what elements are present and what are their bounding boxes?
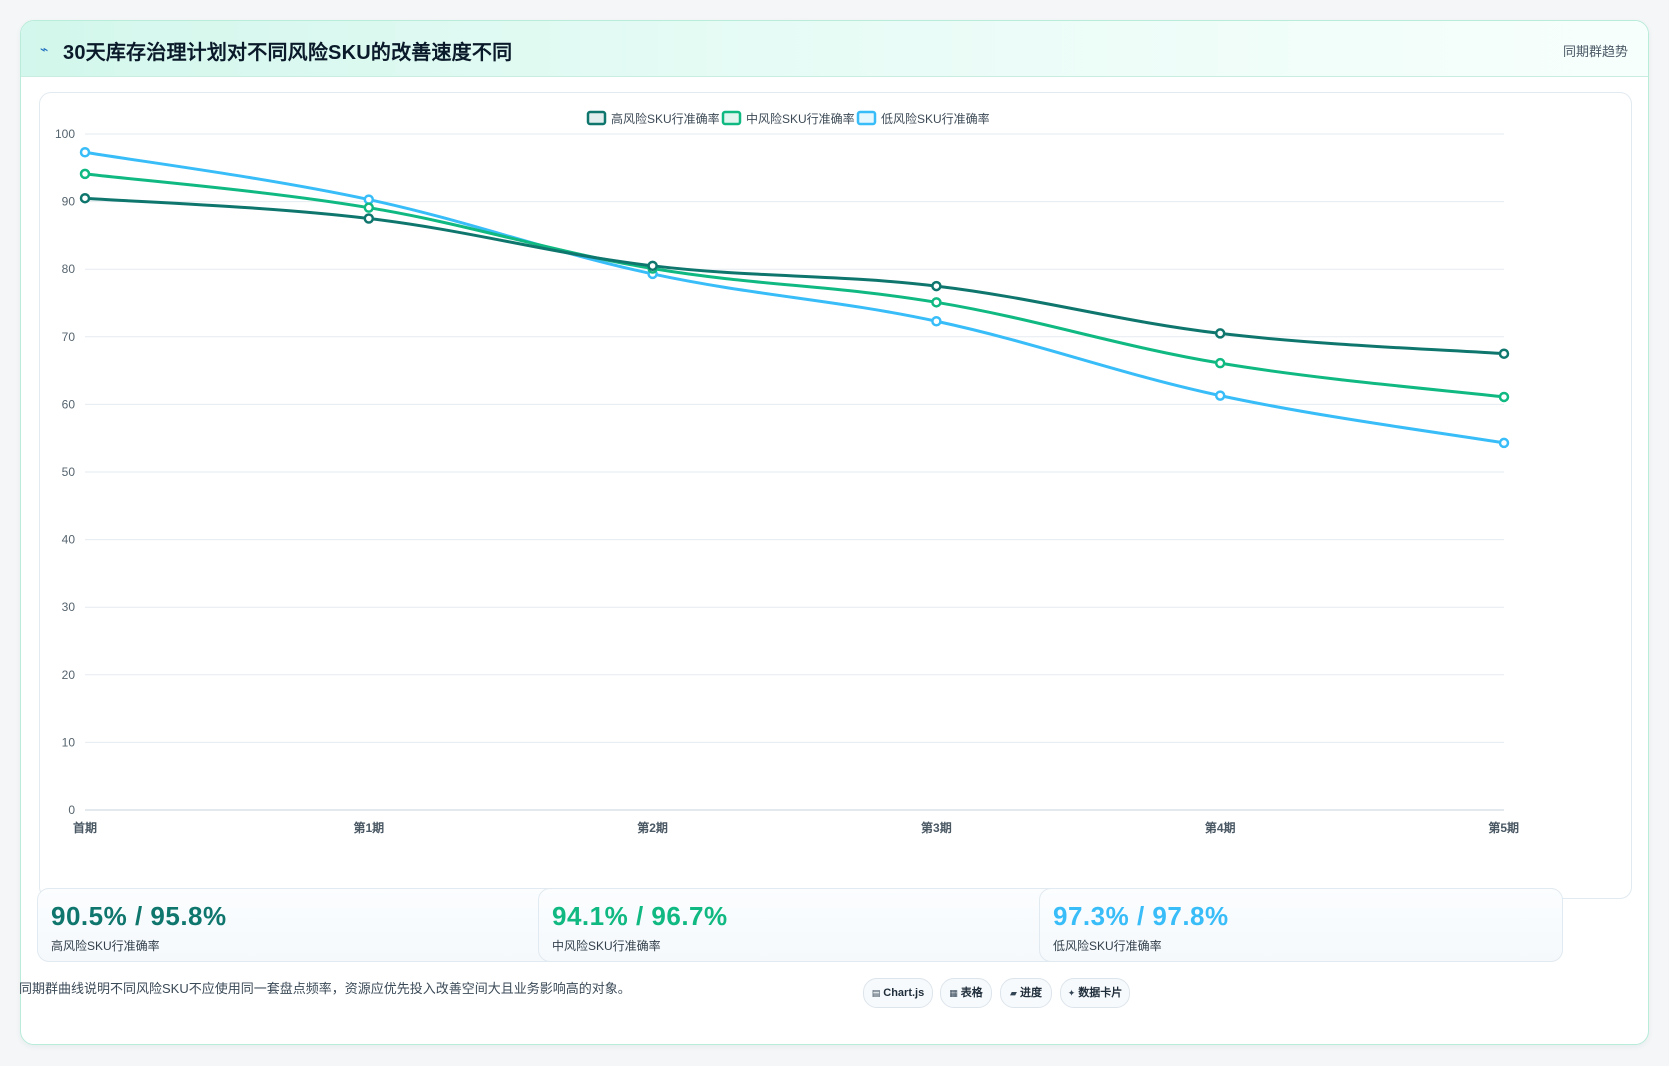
stat-card-low: 97.3% / 97.8% 低风险SKU行准确率 [1039,888,1563,962]
x-tick-label: 首期 [73,820,97,835]
y-tick-label: 10 [62,735,76,749]
data-point [79,147,91,158]
chip-label: 表格 [960,987,983,999]
data-point [363,202,375,213]
chip-table[interactable]: ▦ 表格 [940,978,992,1008]
data-point [931,280,942,292]
legend-swatch [856,110,877,126]
series-line [84,196,1505,356]
y-tick-label: 90 [62,195,76,209]
data-point [363,213,375,224]
header-tag: 同期群趋势 [1562,44,1628,59]
table-icon: ▦ [949,988,958,998]
data-point [1214,390,1226,401]
data-point [931,297,942,308]
x-tick-label: 第4期 [1205,820,1236,835]
stat-label: 高风险SKU行准确率 [51,939,160,953]
y-tick-label: 40 [62,533,76,547]
legend-label: 低风险SKU行准确率 [881,111,990,126]
stat-value: 97.3% / 97.8% [1053,901,1229,931]
chip-chartjs[interactable]: ▤ Chart.js [863,978,933,1008]
stat-value: 94.1% / 96.7% [552,901,728,931]
chart-icon: ▤ [871,988,881,998]
stat-card-medium: 94.1% / 96.7% 中风险SKU行准确率 [538,888,1062,962]
y-tick-label: 70 [62,330,76,344]
y-tick-label: 60 [62,397,76,411]
legend-swatch [586,110,607,126]
y-tick-label: 30 [62,600,76,614]
y-tick-label: 100 [55,127,75,141]
page-title: 30天库存治理计划对不同风险SKU的改善速度不同 [63,42,513,64]
data-point [931,316,942,327]
data-point [1214,328,1226,339]
legend-label: 中风险SKU行准确率 [746,111,855,126]
data-point [79,192,91,204]
series-line [84,172,1505,399]
chip-label: 数据卡片 [1078,987,1123,999]
x-tick-label: 第5期 [1488,820,1519,835]
chip-label: 进度 [1019,987,1042,999]
stat-label: 中风险SKU行准确率 [552,939,661,953]
chart-card: ⌁ 30天库存治理计划对不同风险SKU的改善速度不同 同期群趋势 0 10 20 30… [20,20,1649,1045]
y-tick-label: 0 [68,803,75,817]
chip-label: Chart.js [883,987,925,999]
line-chart: 0 10 20 30 40 50 60 70 80 90 100 首期 第1期 第2期 第3期 第4期 第5期 高… [55,110,1519,835]
data-point [1498,348,1510,359]
data-point [363,194,375,205]
data-point [1214,357,1226,369]
data-point [1498,437,1510,449]
stat-value: 90.5% / 95.8% [51,901,227,931]
data-point [1498,391,1510,403]
stat-label: 低风险SKU行准确率 [1053,939,1162,953]
series-line [84,150,1505,445]
legend-label: 高风险SKU行准确率 [611,111,720,126]
stat-card-high: 90.5% / 95.8% 高风险SKU行准确率 [37,888,561,962]
sparkline-icon: ⌁ [40,41,49,57]
x-tick-label: 第2期 [637,820,668,835]
chip-data-card[interactable]: ✦ 数据卡片 [1060,978,1130,1008]
progress-icon: ▰ [1010,988,1017,998]
card-header: ⌁ 30天库存治理计划对不同风险SKU的改善速度不同 同期群趋势 [21,21,1648,77]
data-point [79,168,91,180]
x-tick-label: 第3期 [921,820,952,835]
footer-note: 同期群曲线说明不同风险SKU不应使用同一套盘点频率，资源应优先投入改善空间大且业… [19,981,631,996]
sparkle-icon: ✦ [1067,988,1076,998]
data-point [647,260,658,272]
legend-swatch [721,110,742,126]
y-tick-label: 20 [62,668,76,682]
chip-progress[interactable]: ▰ 进度 [1000,978,1052,1008]
y-tick-label: 80 [62,262,76,276]
x-tick-label: 第1期 [353,820,384,835]
y-tick-label: 50 [62,465,76,479]
chart-panel: 0 10 20 30 40 50 60 70 80 90 100 首期 第1期 第2期 第3期 第4期 第5期 高… [39,92,1632,899]
